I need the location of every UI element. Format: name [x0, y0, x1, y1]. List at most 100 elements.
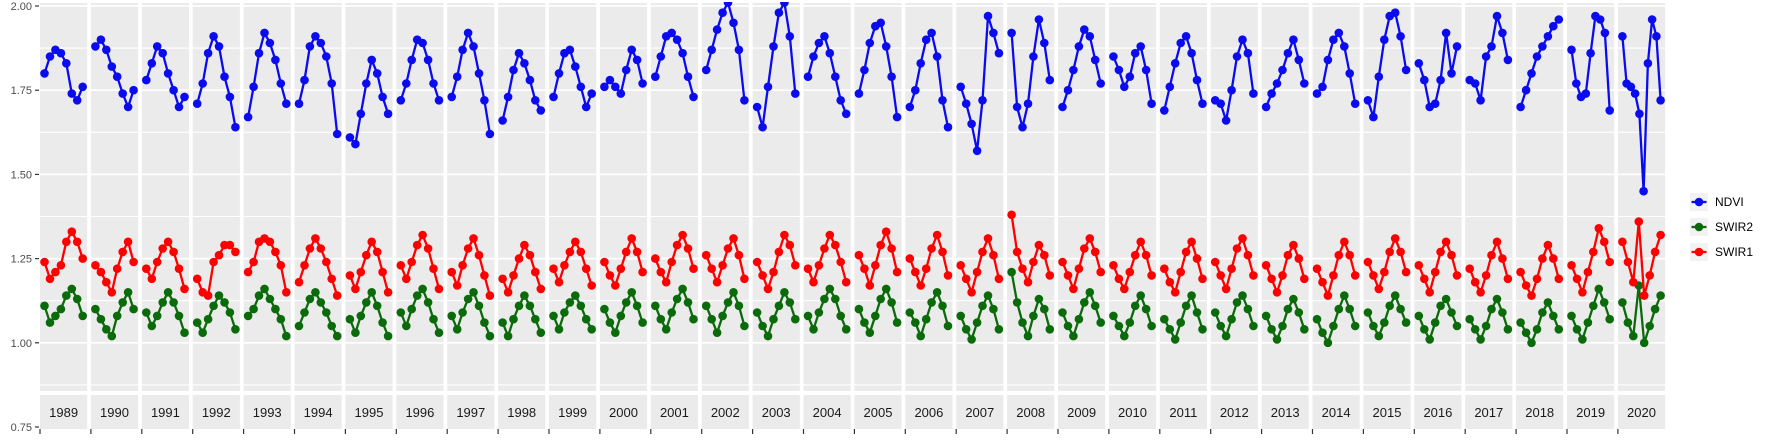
y-axis-tick-label: 1.50 — [11, 169, 32, 181]
data-point — [1618, 32, 1627, 41]
data-point — [231, 325, 240, 334]
data-point — [142, 264, 151, 274]
data-point — [1074, 42, 1084, 51]
data-point — [701, 250, 711, 260]
data-point — [718, 311, 727, 321]
data-point — [825, 230, 835, 240]
data-point — [1267, 274, 1276, 284]
data-point — [1272, 79, 1282, 88]
data-point — [327, 274, 337, 284]
year-strip — [1007, 395, 1055, 429]
data-point — [1261, 102, 1271, 112]
data-point — [871, 261, 880, 270]
data-point — [1090, 55, 1100, 65]
data-point — [881, 227, 891, 236]
data-point — [1452, 271, 1462, 280]
data-point — [1109, 52, 1118, 61]
data-point — [1114, 274, 1124, 284]
data-point — [225, 240, 235, 250]
data-point — [1527, 338, 1536, 348]
data-point — [661, 277, 671, 287]
data-point — [1007, 267, 1016, 277]
data-point — [854, 89, 864, 98]
data-point — [1350, 99, 1360, 108]
data-point — [447, 311, 457, 321]
year-strip-label: 2006 — [914, 405, 943, 420]
data-point — [820, 294, 829, 304]
year-strip — [1058, 395, 1106, 429]
data-point — [911, 318, 920, 327]
year-strip — [192, 395, 240, 429]
data-point — [576, 247, 586, 257]
data-point — [1554, 325, 1564, 334]
data-point — [158, 48, 167, 58]
data-point — [565, 298, 575, 307]
data-point — [729, 288, 738, 297]
data-point — [1583, 267, 1593, 277]
data-point — [1447, 69, 1456, 78]
data-point — [616, 311, 626, 321]
data-point — [734, 250, 744, 260]
data-point — [1080, 25, 1089, 34]
data-point — [1498, 254, 1507, 263]
data-point — [1503, 325, 1513, 334]
data-point — [1007, 210, 1016, 220]
data-point — [332, 129, 342, 139]
data-point — [683, 298, 693, 307]
data-point — [231, 122, 240, 132]
data-point — [729, 234, 738, 243]
data-point — [265, 294, 275, 304]
data-point — [1318, 277, 1327, 287]
year-strip-label: 2003 — [762, 405, 791, 420]
data-point — [1120, 331, 1129, 341]
data-point — [447, 92, 457, 102]
data-point — [1272, 288, 1282, 297]
data-point — [1176, 267, 1185, 277]
data-point — [758, 321, 767, 331]
data-point — [791, 261, 800, 270]
data-point — [1323, 338, 1333, 348]
data-point — [96, 314, 106, 324]
data-point — [102, 325, 111, 334]
data-point — [265, 38, 275, 48]
data-point — [192, 274, 202, 284]
data-point — [434, 96, 444, 105]
data-point — [1227, 264, 1236, 274]
data-point — [112, 264, 122, 274]
data-point — [916, 331, 925, 341]
data-point — [271, 304, 280, 314]
data-point — [322, 52, 331, 61]
data-point — [249, 304, 258, 314]
data-point — [62, 237, 71, 247]
data-point — [1238, 291, 1247, 300]
data-point — [480, 318, 489, 327]
data-point — [820, 244, 829, 253]
data-point — [576, 82, 586, 92]
data-point — [718, 261, 727, 270]
data-point — [678, 284, 687, 294]
data-point — [723, 2, 733, 7]
data-point — [600, 257, 609, 267]
data-point — [1581, 89, 1591, 98]
data-point — [40, 257, 49, 267]
data-point — [1572, 325, 1582, 334]
data-point — [841, 109, 851, 119]
data-point — [1170, 335, 1180, 344]
year-strip-label: 2011 — [1169, 405, 1197, 420]
data-point — [1023, 99, 1033, 108]
data-point — [1261, 261, 1271, 270]
data-point — [881, 42, 891, 51]
data-point — [1085, 32, 1095, 41]
data-point — [932, 288, 942, 297]
data-point — [763, 82, 773, 92]
data-point — [362, 298, 371, 307]
year-strip-label: 2010 — [1118, 405, 1147, 420]
data-point — [1318, 328, 1327, 338]
data-point — [587, 281, 596, 290]
data-point — [831, 240, 840, 250]
data-point — [1452, 321, 1462, 331]
data-point — [1300, 325, 1309, 334]
data-point — [1385, 301, 1394, 311]
data-point — [1390, 291, 1400, 300]
data-point — [220, 298, 229, 307]
